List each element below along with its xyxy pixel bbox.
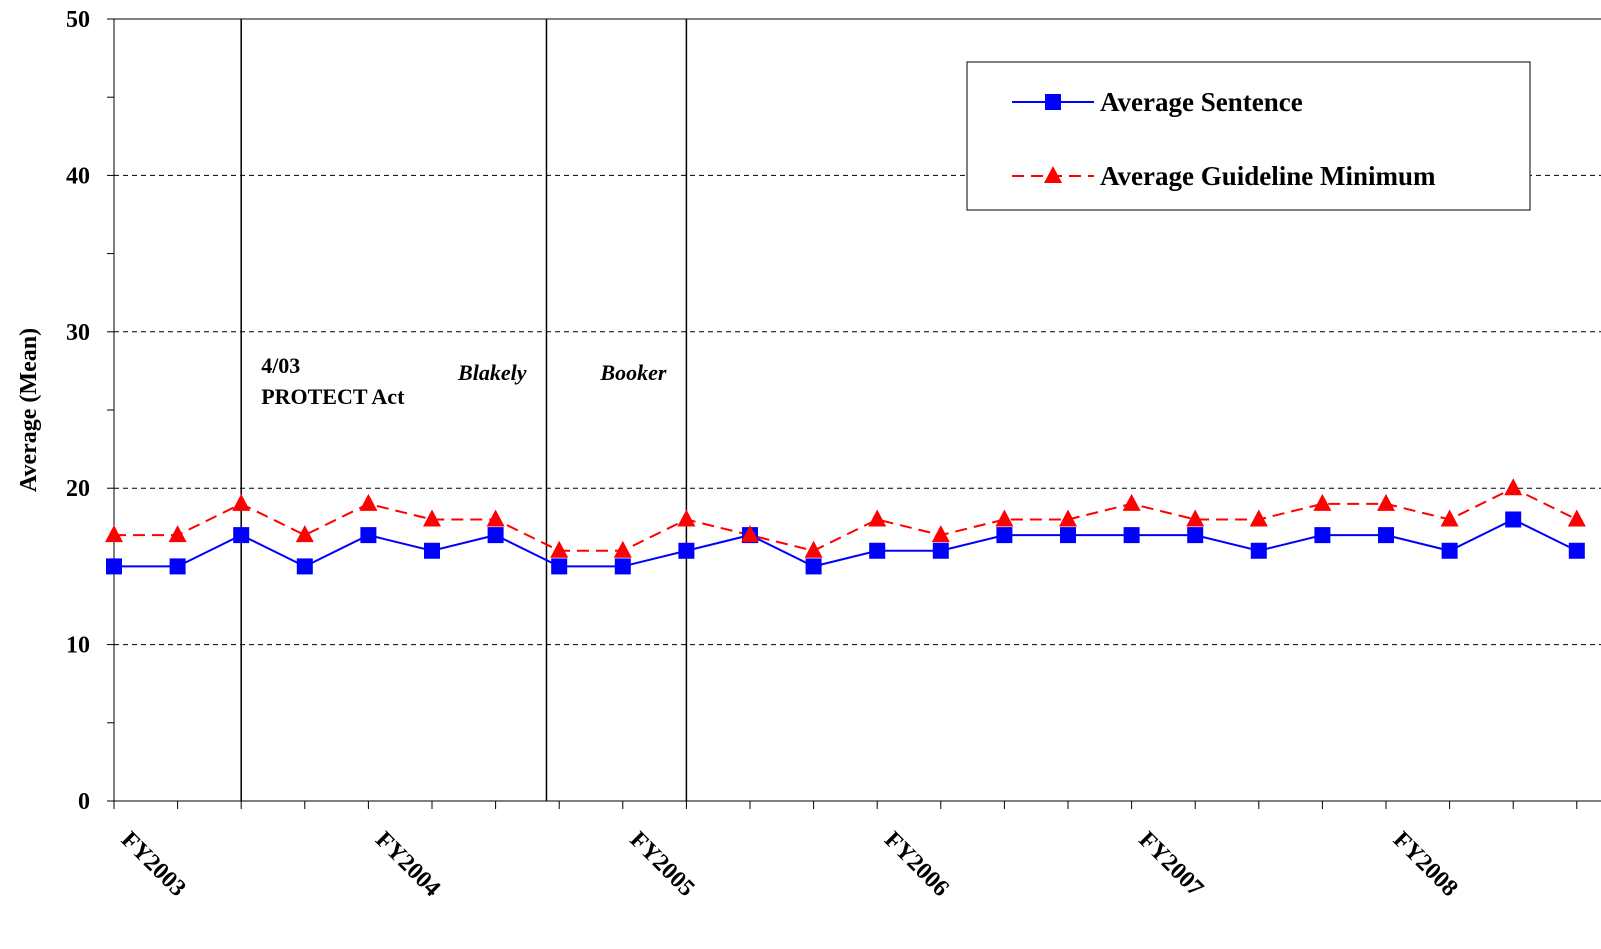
data-point-square [487, 527, 504, 544]
event-label: Blakely [457, 360, 527, 385]
data-point-square [1187, 527, 1204, 544]
data-point-square [1568, 542, 1585, 559]
data-point-triangle [486, 509, 505, 527]
data-point-triangle [995, 509, 1014, 527]
data-point-triangle [550, 540, 569, 558]
data-point-square [1378, 527, 1394, 544]
data-point-triangle [931, 525, 950, 543]
data-point-square [1123, 527, 1140, 544]
x-tick-label: FY2007 [1133, 827, 1208, 902]
y-tick-label: 10 [66, 633, 90, 659]
data-point-triangle [1440, 509, 1459, 527]
legend-marker-square [1045, 94, 1061, 110]
data-point-triangle [1313, 493, 1332, 511]
y-axis-title: Average (Mean) [16, 328, 42, 492]
data-point-square [169, 558, 186, 575]
event-lines: 4/03 PROTECT Act Blakely Booker [240, 19, 688, 801]
grid-lines [114, 18, 1601, 646]
legend-marker-triangle [1044, 166, 1062, 183]
x-tick-label: FY2004 [370, 827, 445, 902]
series [105, 478, 1586, 575]
data-point-square [106, 558, 122, 575]
data-point-square [551, 558, 568, 575]
x-tick-label: FY2006 [879, 827, 954, 902]
data-point-triangle [232, 493, 251, 511]
data-point-square [1505, 511, 1522, 528]
data-point-triangle [804, 540, 823, 558]
legend-label: Average Guideline Minimum [1100, 161, 1436, 191]
data-point-triangle [741, 525, 759, 543]
data-point-triangle [359, 493, 378, 511]
series-line [114, 518, 1578, 568]
data-point-square [869, 542, 886, 559]
data-point-square [932, 542, 949, 559]
y-tick-label: 20 [66, 476, 90, 502]
data-point-triangle [1249, 509, 1268, 527]
data-point-triangle [613, 540, 632, 558]
data-point-triangle [1504, 478, 1523, 496]
data-point-square [233, 527, 250, 544]
event-label: PROTECT Act [261, 384, 405, 409]
legend-box [966, 61, 1531, 211]
data-point-triangle [1059, 509, 1077, 527]
series-line [114, 487, 1578, 552]
event-label: 4/03 [261, 353, 300, 378]
data-point-square [996, 527, 1013, 544]
data-point-triangle [677, 509, 696, 527]
data-point-square [296, 558, 313, 575]
x-tick-label: FY2005 [625, 827, 700, 902]
data-point-triangle [295, 525, 314, 543]
data-point-triangle [1567, 509, 1586, 527]
data-point-triangle [423, 509, 441, 527]
legend-label: Average Sentence [1100, 87, 1303, 117]
data-point-square [1314, 527, 1331, 544]
data-point-triangle [1377, 493, 1395, 511]
data-point-square [1441, 542, 1458, 559]
data-point-square [424, 542, 440, 559]
event-label: Booker [599, 360, 666, 385]
y-tick-label: 40 [66, 163, 90, 189]
y-tick-label: 0 [78, 789, 90, 815]
x-tick-label: FY2003 [116, 827, 191, 902]
data-point-triangle [1186, 509, 1205, 527]
y-tick-label: 30 [66, 320, 90, 346]
data-point-square [1060, 527, 1076, 544]
y-tick-label: 50 [66, 7, 90, 33]
data-point-square [805, 558, 822, 575]
data-point-square [1250, 542, 1267, 559]
x-tick-label: FY2008 [1388, 827, 1463, 902]
data-point-square [678, 542, 695, 559]
data-point-square [614, 558, 631, 575]
legend: Average Sentence Average Guideline Minimu… [966, 61, 1531, 211]
data-point-triangle [168, 525, 187, 543]
data-point-triangle [1122, 493, 1141, 511]
data-point-triangle [105, 525, 123, 543]
data-point-triangle [868, 509, 887, 527]
data-point-square [360, 527, 377, 544]
